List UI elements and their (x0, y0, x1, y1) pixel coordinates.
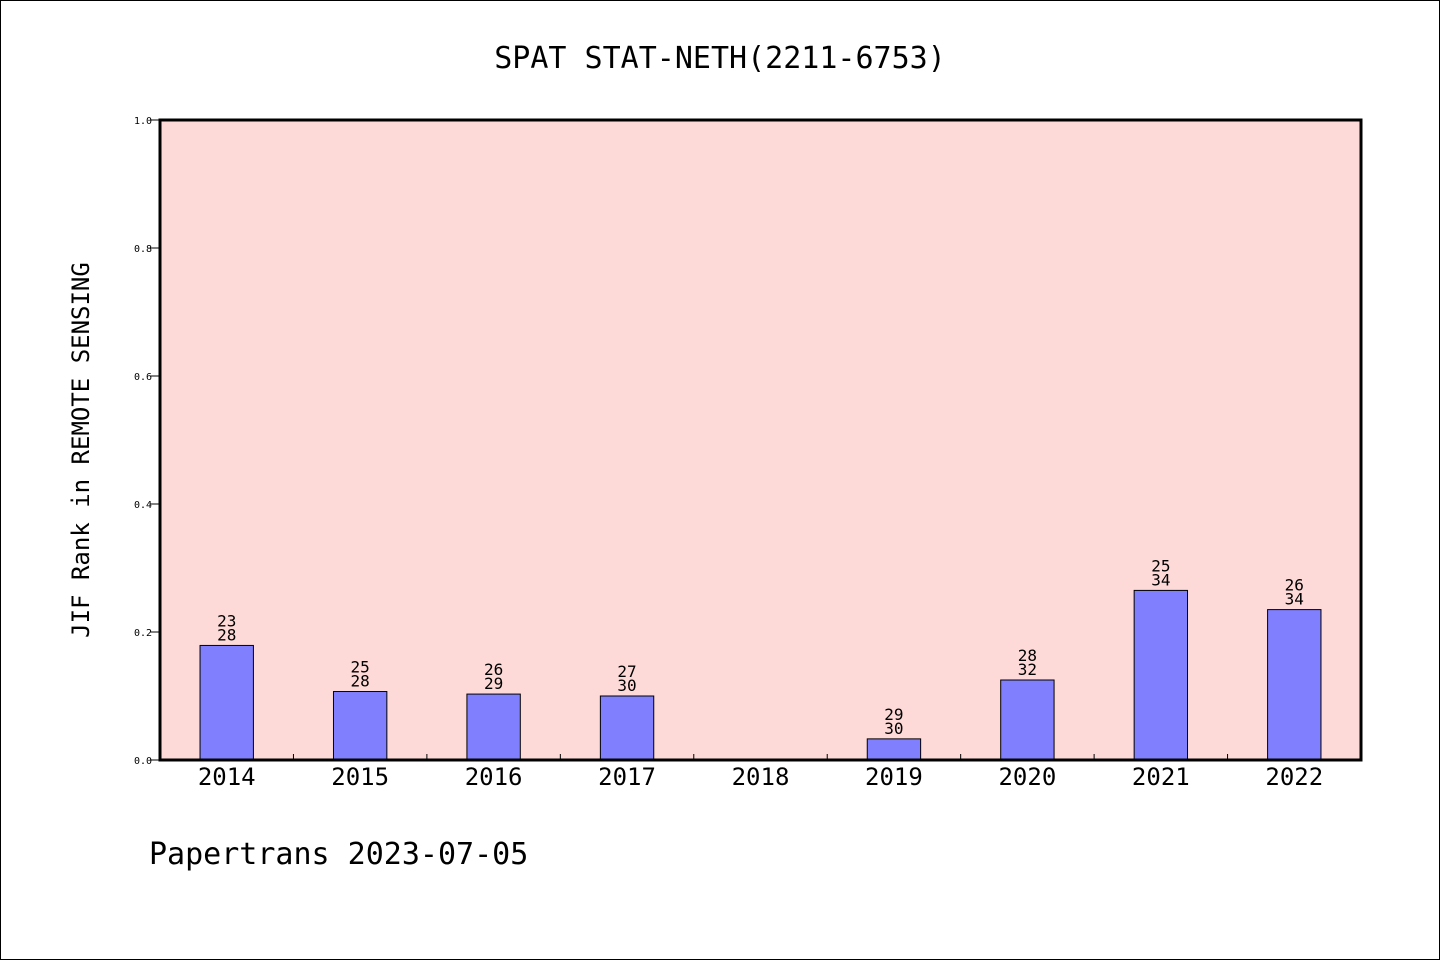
bar (199, 644, 254, 761)
bar (466, 693, 521, 761)
x-tick-label: 2020 (998, 763, 1056, 791)
x-tick-label: 2022 (1265, 763, 1323, 791)
bar-total-label: 34 (1285, 590, 1304, 609)
y-tick-label: 0.2 (134, 628, 152, 639)
bar-total-label: 28 (351, 672, 370, 691)
bar-rank-label: 26 (1285, 576, 1304, 595)
x-tick-label: 2018 (732, 763, 790, 791)
y-tick-label: 0.6 (134, 372, 152, 383)
bar-rank-label: 27 (617, 662, 636, 681)
bar (1267, 609, 1322, 761)
x-tick-label: 2017 (598, 763, 656, 791)
x-tick-label: 2021 (1132, 763, 1190, 791)
x-tick-label: 2015 (331, 763, 389, 791)
bar-rank-label: 26 (484, 660, 503, 679)
y-tick-label: 1.0 (134, 116, 152, 127)
x-tick-label: 2014 (198, 763, 256, 791)
bar-total-label: 34 (1151, 570, 1170, 589)
y-tick-label: 0.0 (134, 756, 152, 767)
bar (599, 695, 655, 761)
bar-rank-label: 29 (884, 705, 903, 724)
bar-total-label: 28 (217, 625, 236, 644)
bar-total-label: 30 (884, 719, 903, 738)
footer-text: Papertrans 2023-07-05 (149, 837, 528, 872)
ticks-layer: 0.0 0.2 0.4 0.6 0.8 1.0 2014 2015 2016 2017 2018 20… (134, 116, 1323, 791)
x-tick-label: 2016 (465, 763, 523, 791)
plot-border (158, 118, 1363, 762)
y-tick-label: 0.4 (134, 500, 152, 511)
bar-total-label: 32 (1018, 660, 1037, 679)
bar-rank-label: 28 (1018, 646, 1037, 665)
x-tick-label: 2019 (865, 763, 923, 791)
bar (1000, 679, 1055, 761)
bar-rank-label: 23 (217, 611, 236, 630)
bar-rank-label: 25 (1151, 556, 1170, 575)
bar (332, 691, 388, 761)
chart-title: SPAT STAT-NETH(2211-6753) (494, 41, 946, 76)
bar-total-label: 29 (484, 674, 503, 693)
y-tick-label: 0.8 (134, 244, 152, 255)
y-axis-label: JIF Rank in REMOTE SENSING (67, 262, 95, 638)
bar-rank-label: 25 (351, 658, 370, 677)
bar-total-label: 30 (617, 676, 636, 695)
bar (866, 738, 922, 761)
bar (1133, 589, 1189, 761)
